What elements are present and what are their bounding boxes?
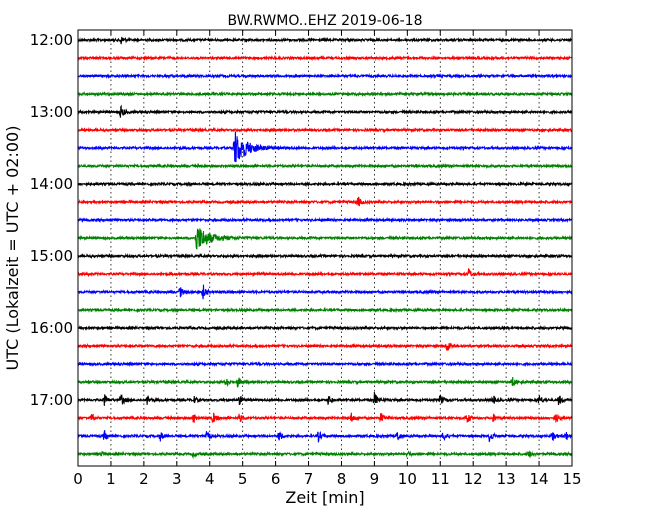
trace-14:45: [77, 228, 573, 250]
x-tick-label: 0: [73, 470, 83, 488]
x-tick-label: 13: [497, 470, 516, 488]
trace-12:30: [77, 72, 573, 80]
x-axis-label: Zeit [min]: [285, 488, 364, 507]
y-axis-label: UTC (Lokalzeit = UTC + 02:00): [3, 126, 22, 371]
seismic-traces: [77, 36, 573, 460]
y-tick-label: 15:00: [30, 247, 73, 265]
trace-14:30: [77, 216, 573, 224]
x-tick-label: 2: [139, 470, 149, 488]
trace-13:45: [77, 162, 573, 170]
trace-13:00: [77, 104, 573, 118]
x-tick-label: 12: [464, 470, 483, 488]
vertical-gridlines: [110, 30, 540, 466]
trace-12:15: [77, 54, 573, 62]
x-tick-label: 7: [304, 470, 314, 488]
y-tick-label: 17:00: [30, 391, 73, 409]
trace-13:30: [77, 131, 573, 163]
trace-17:30: [77, 430, 573, 443]
x-tick-label: 10: [398, 470, 417, 488]
chart-title: BW.RWMO..EHZ 2019-06-18: [227, 13, 422, 29]
x-tick-label: 14: [530, 470, 549, 488]
x-axis-ticks: 0 1 2 3 4 5 6 7 8 9 10 11 12 13 14 15: [73, 30, 582, 488]
x-tick-label: 4: [205, 470, 215, 488]
trace-14:00: [77, 180, 573, 188]
trace-12:00: [77, 36, 573, 45]
trace-15:00: [77, 252, 573, 260]
trace-14:15: [77, 196, 573, 207]
x-tick-label: 9: [370, 470, 380, 488]
trace-15:45: [77, 306, 573, 314]
trace-16:00: [77, 324, 573, 332]
y-tick-label: 13:00: [30, 103, 73, 121]
y-tick-label: 16:00: [30, 319, 73, 337]
y-tick-label: 12:00: [30, 31, 73, 49]
x-tick-label: 1: [106, 470, 116, 488]
x-tick-label: 15: [562, 470, 581, 488]
trace-17:15: [77, 412, 573, 423]
trace-12:45: [77, 90, 573, 98]
x-tick-label: 3: [172, 470, 182, 488]
y-tick-label: 14:00: [30, 175, 73, 193]
trace-16:30: [77, 360, 573, 368]
plot-frame: [77, 29, 573, 467]
x-tick-label: 5: [238, 470, 248, 488]
x-tick-label: 11: [431, 470, 450, 488]
trace-15:30: [77, 284, 573, 300]
x-tick-label: 6: [271, 470, 281, 488]
trace-16:45: [77, 377, 573, 388]
trace-17:00: [77, 392, 573, 406]
y-axis-ticks: 12:00 13:00 14:00 15:00 16:00 17:00: [30, 31, 572, 409]
trace-17:45: [77, 450, 573, 460]
x-tick-label: 8: [337, 470, 347, 488]
trace-16:15: [77, 342, 573, 351]
trace-15:15: [77, 268, 573, 278]
trace-13:15: [77, 126, 573, 134]
